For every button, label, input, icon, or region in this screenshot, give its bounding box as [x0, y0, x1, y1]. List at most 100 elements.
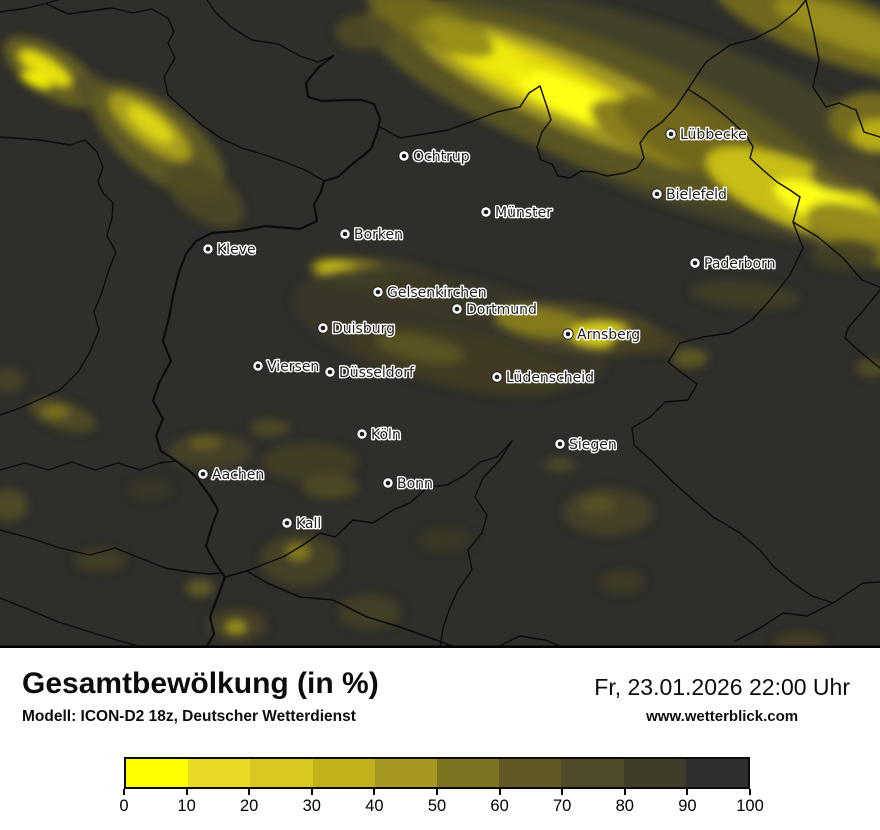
admin-border	[844, 289, 880, 369]
map-canvas: Ochtrup Lübbecke Münster Bielefeld Borken Kle…	[0, 0, 880, 648]
city-dot-center	[557, 441, 563, 447]
admin-border	[792, 221, 880, 288]
admin-border	[151, 54, 382, 648]
admin-border	[0, 529, 223, 575]
city-dot-center	[200, 471, 206, 477]
city-label: Siegen	[569, 437, 617, 453]
city-dot-center	[692, 260, 698, 266]
colorbar-segment	[685, 759, 749, 787]
website-url: www.wetterblick.com	[646, 708, 799, 725]
city-marker-borken: Borken	[339, 226, 404, 244]
admin-border	[377, 85, 689, 179]
border-layer	[0, 0, 880, 648]
cloud-cover-map: Ochtrup Lübbecke Münster Bielefeld Borken Kle…	[0, 0, 880, 648]
city-marker-dortmund: Dortmund	[451, 301, 538, 319]
city-label: Duisburg	[332, 321, 395, 337]
city-marker-luebbecke: Lübbecke	[665, 126, 748, 144]
colorbar-tick-label: 40	[365, 797, 384, 815]
colorbar-tick	[123, 789, 125, 795]
city-marker-arnsberg: Arnsberg	[562, 326, 642, 344]
colorbar-tick-label: 50	[427, 797, 447, 815]
city-dot-center	[654, 191, 660, 197]
colorbar	[124, 757, 750, 789]
cloud-layer	[0, 0, 880, 648]
city-label: Münster	[495, 205, 552, 221]
admin-border	[494, 635, 566, 648]
colorbar-segment	[437, 759, 500, 787]
colorbar-segment	[374, 759, 438, 787]
city-label: Viersen	[267, 359, 319, 375]
city-label: Düsseldorf	[339, 365, 415, 381]
colorbar-tick	[373, 789, 376, 795]
admin-border	[805, 0, 880, 138]
city-label: Ochtrup	[413, 149, 470, 165]
colorbar-tick-label: 100	[736, 797, 764, 815]
city-marker-kleve: Kleve	[202, 241, 257, 259]
city-marker-duesseldorf: Düsseldorf	[324, 364, 416, 382]
admin-border	[0, 0, 59, 13]
city-marker-luedenscheid: Lüdenscheid	[491, 369, 595, 387]
city-marker-ochtrup: Ochtrup	[398, 148, 471, 166]
city-dot-center	[342, 231, 348, 237]
admin-border	[687, 0, 807, 90]
valid-datetime: Fr, 23.01.2026 22:00 Uhr	[594, 674, 850, 700]
city-dot-center	[401, 153, 407, 159]
city-dot-center	[385, 480, 391, 486]
city-label: Aachen	[212, 467, 264, 483]
city-marker-bielefeld: Bielefeld	[651, 186, 728, 204]
city-marker-viersen: Viersen	[252, 358, 321, 376]
city-dot-center	[284, 520, 290, 526]
colorbar-tick	[310, 789, 313, 795]
city-label: Lübbecke	[680, 127, 747, 143]
city-marker-gelsenkirchen: Gelsenkirchen	[372, 284, 488, 302]
city-dot-center	[375, 289, 381, 295]
city-dot-center	[668, 131, 674, 137]
admin-border	[246, 440, 513, 572]
colorbar-segment	[250, 759, 313, 787]
colorbar-tick	[436, 789, 438, 795]
city-dot-center	[494, 374, 500, 380]
model-info: Modell: ICON-D2 18z, Deutscher Wetterdie…	[22, 708, 356, 725]
footer-right: Fr, 23.01.2026 22:00 Uhr www.wetterblick…	[594, 674, 850, 725]
colorbar-tick-label: 60	[490, 797, 509, 815]
city-label: Borken	[354, 227, 403, 243]
city-label: Köln	[371, 427, 401, 443]
colorbar-tick-label: 10	[177, 797, 196, 815]
colorbar-segment	[499, 759, 562, 787]
city-label: Kall	[296, 516, 321, 532]
city-marker-siegen: Siegen	[554, 436, 618, 454]
colorbar-tick-label: 70	[553, 797, 572, 815]
admin-border	[0, 460, 177, 471]
footer: Gesamtbewölkung (in %) Modell: ICON-D2 1…	[0, 648, 880, 830]
city-marker-duisburg: Duisburg	[317, 320, 396, 338]
colorbar-tick-label: 20	[240, 797, 259, 815]
admin-border	[0, 136, 117, 416]
city-label: Lüdenscheid	[506, 370, 594, 386]
city-dot-center	[454, 306, 460, 312]
admin-border	[46, 3, 325, 182]
city-label: Arnsberg	[577, 327, 640, 343]
colorbar-segment	[312, 759, 375, 787]
colorbar-tick	[561, 789, 564, 795]
city-marker-muenster: Münster	[480, 204, 554, 222]
city-label: Kleve	[217, 242, 256, 258]
admin-border	[224, 570, 471, 648]
city-label: Paderborn	[704, 256, 775, 272]
admin-border	[206, 0, 334, 63]
city-marker-koeln: Köln	[356, 426, 402, 444]
colorbar-segment	[188, 759, 251, 787]
colorbar-tick-label: 30	[302, 797, 321, 815]
city-layer: Ochtrup Lübbecke Münster Bielefeld Borken Kle…	[197, 126, 777, 533]
colorbar-tick-label: 90	[678, 797, 697, 815]
city-dot-center	[255, 363, 261, 369]
city-dot-center	[320, 325, 326, 331]
city-label: Bielefeld	[666, 187, 727, 203]
colorbar-segment	[623, 759, 686, 787]
admin-border	[439, 440, 513, 648]
page-title: Gesamtbewölkung (in %)	[22, 667, 379, 700]
city-dot-center	[327, 369, 333, 375]
admin-border	[631, 196, 834, 604]
colorbar-ticks: 0 10 20 30 40 50 60 70 80 90 100	[119, 789, 764, 819]
city-dot-center	[205, 246, 211, 252]
